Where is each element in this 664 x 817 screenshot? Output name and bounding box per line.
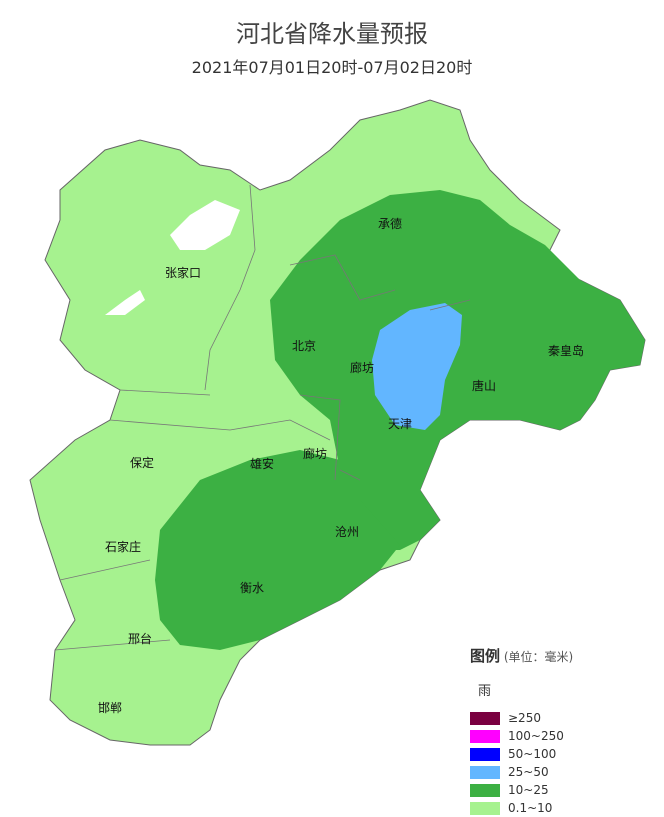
city-label: 邯郸 <box>98 700 122 715</box>
legend-swatch <box>470 711 500 725</box>
city-label: 沧州 <box>335 524 359 539</box>
city-label: 天津 <box>388 417 412 431</box>
legend-unit: (单位：毫米) <box>503 650 574 664</box>
city-labels: 张家口 承德 北京 廊坊 天津 唐山 秦皇岛 保定 雄安 廊坊 石家庄 沧州 衡… <box>98 216 584 715</box>
legend-item: 100~250 <box>470 727 573 745</box>
region-moderate-rain-south <box>155 450 400 650</box>
legend-item: 50~100 <box>470 745 573 763</box>
city-label: 保定 <box>130 455 154 470</box>
city-label: 北京 <box>292 339 316 353</box>
legend-item: 10~25 <box>470 781 573 799</box>
legend: 图例 (单位：毫米) 雨 ≥250 100~250 50~100 25~50 10~25… <box>470 645 573 817</box>
city-label: 承德 <box>378 216 402 231</box>
map-subtitle: 2021年07月01日20时-07月02日20时 <box>191 58 473 77</box>
legend-item: 0.1~10 <box>470 799 573 817</box>
legend-label: 0.1~10 <box>508 801 553 815</box>
city-label: 张家口 <box>165 265 201 280</box>
city-label: 邢台 <box>128 631 152 646</box>
legend-label: ≥250 <box>508 711 541 725</box>
city-label: 廊坊 <box>350 360 374 375</box>
legend-label: 50~100 <box>508 747 557 761</box>
city-label: 廊坊 <box>303 446 327 461</box>
map-title: 河北省降水量预报 <box>236 20 428 48</box>
city-label: 秦皇岛 <box>548 343 584 358</box>
legend-title: 图例 <box>470 647 501 665</box>
legend-label: 10~25 <box>508 783 549 797</box>
legend-label: 100~250 <box>508 729 564 743</box>
legend-swatch <box>470 783 500 797</box>
legend-swatch <box>470 747 500 761</box>
legend-swatch <box>470 729 500 743</box>
legend-label: 25~50 <box>508 765 549 779</box>
legend-swatch <box>470 801 500 815</box>
region-moderate-rain-north <box>270 190 645 550</box>
city-label: 雄安 <box>250 456 274 471</box>
county-borders <box>54 184 471 651</box>
city-label: 石家庄 <box>105 539 141 554</box>
legend-item: 25~50 <box>470 763 573 781</box>
city-label: 衡水 <box>240 581 264 595</box>
legend-type: 雨 <box>478 684 492 699</box>
legend-swatch <box>470 765 500 779</box>
no-rain-area <box>170 200 240 250</box>
no-rain-area <box>105 290 145 315</box>
legend-item: ≥250 <box>470 709 573 727</box>
city-label: 唐山 <box>472 378 496 393</box>
region-heavy-rain <box>372 303 462 430</box>
